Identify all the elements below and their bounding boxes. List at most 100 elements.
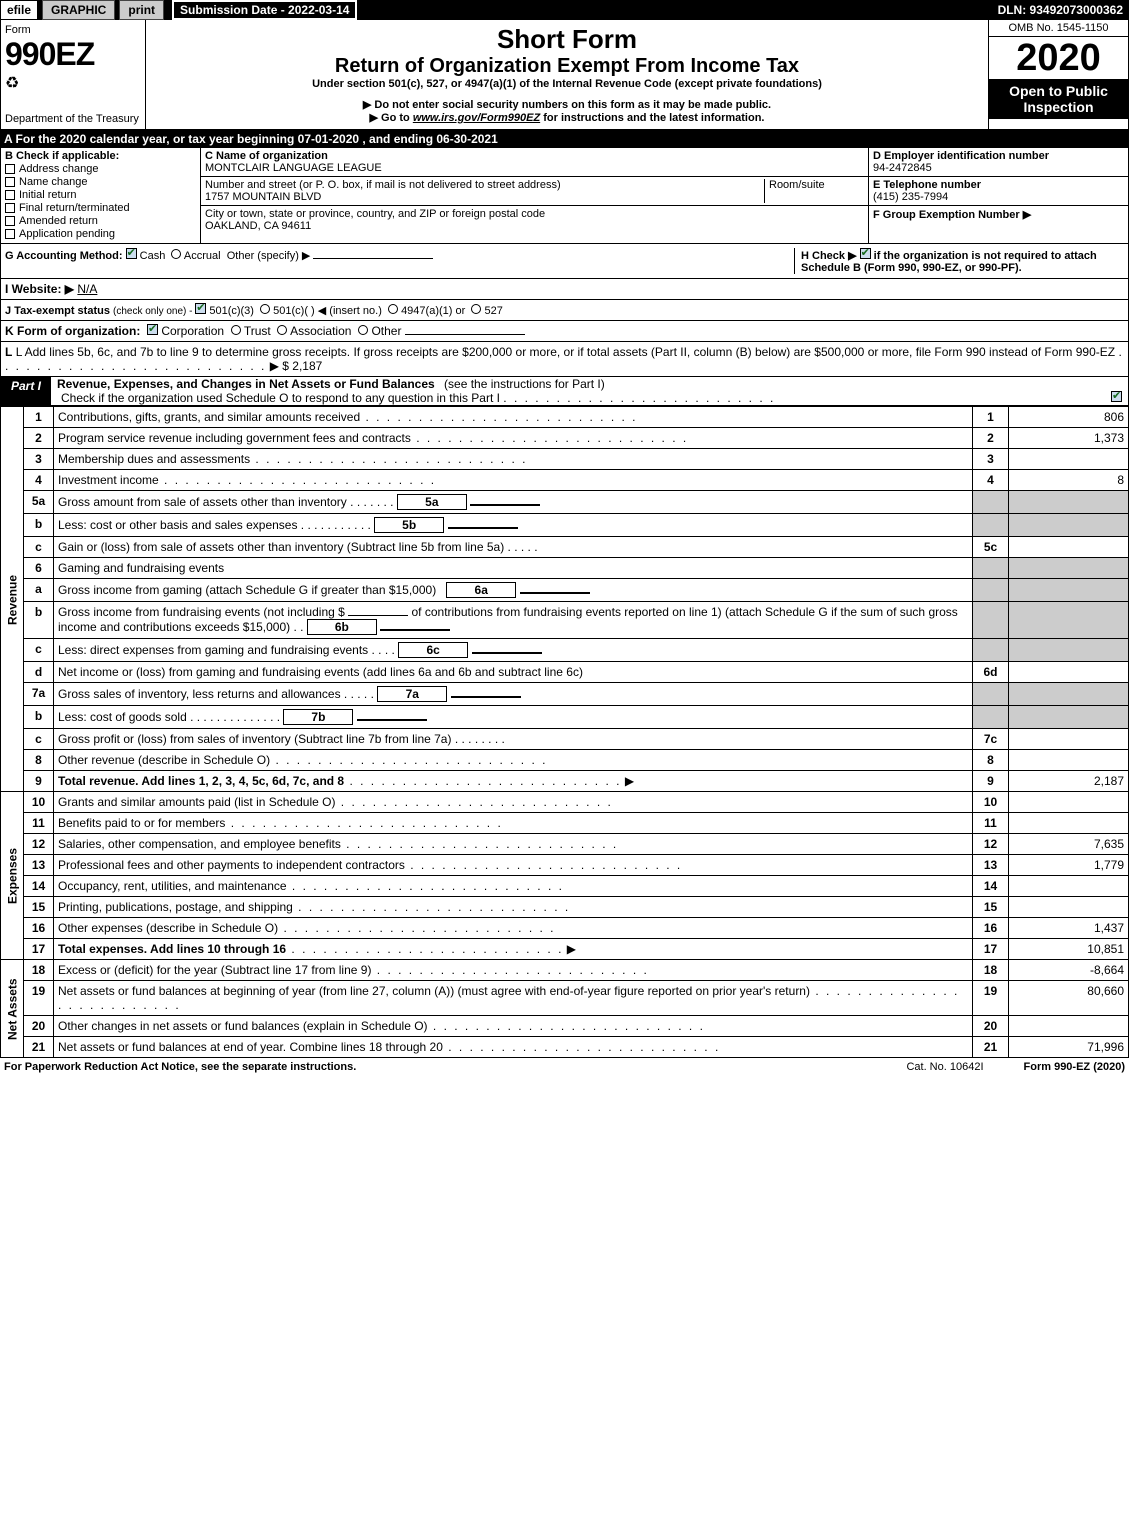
val-15 xyxy=(1009,897,1129,918)
val-4: 8 xyxy=(1009,470,1129,491)
k-label: K Form of organization: xyxy=(5,324,140,338)
dln: DLN: 93492073000362 xyxy=(998,3,1129,17)
part1-header: Part I Revenue, Expenses, and Changes in… xyxy=(0,377,1129,406)
in-5a[interactable] xyxy=(470,504,540,506)
chk-cash[interactable] xyxy=(126,248,137,259)
chk-schedule-o[interactable] xyxy=(1111,391,1122,402)
val-7c xyxy=(1009,729,1129,750)
part1-check-text: Check if the organization used Schedule … xyxy=(51,391,500,405)
gh-row: G Accounting Method: Cash Accrual Other … xyxy=(0,244,1129,279)
val-19: 80,660 xyxy=(1009,981,1129,1016)
cat-no: Cat. No. 10642I xyxy=(906,1061,983,1073)
chk-h[interactable] xyxy=(860,248,871,259)
part1-label: Part I xyxy=(1,377,51,405)
irs-link[interactable]: www.irs.gov/Form990EZ xyxy=(413,112,540,124)
expenses-vert: Expenses xyxy=(1,792,24,960)
submission-date: Submission Date - 2022-03-14 xyxy=(172,0,357,20)
chk-final-return[interactable] xyxy=(5,203,15,213)
check-b-label: B Check if applicable: xyxy=(5,150,196,162)
form-header: Form 990EZ ♻ Department of the Treasury … xyxy=(0,20,1129,130)
chk-4947[interactable] xyxy=(388,304,398,314)
j-label: J Tax-exempt status xyxy=(5,305,113,317)
in-5b[interactable] xyxy=(448,527,518,529)
f-label: F Group Exemption Number ▶ xyxy=(873,209,1031,221)
val-11 xyxy=(1009,813,1129,834)
department: Department of the Treasury xyxy=(5,113,141,125)
pra-notice: For Paperwork Reduction Act Notice, see … xyxy=(4,1061,356,1073)
chk-initial-return[interactable] xyxy=(5,190,15,200)
under-section: Under section 501(c), 527, or 4947(a)(1)… xyxy=(154,78,980,90)
l-text: L Add lines 5b, 6c, and 7b to line 9 to … xyxy=(16,345,1115,359)
h-label: H Check ▶ xyxy=(801,250,860,262)
d-label: D Employer identification number xyxy=(873,150,1124,162)
footer: For Paperwork Reduction Act Notice, see … xyxy=(0,1058,1129,1076)
chk-assoc[interactable] xyxy=(277,325,287,335)
open-public: Open to Public Inspection xyxy=(989,79,1128,119)
val-5c xyxy=(1009,537,1129,558)
phone: (415) 235-7994 xyxy=(873,191,1124,203)
chk-trust[interactable] xyxy=(231,325,241,335)
form-label: Form xyxy=(5,24,141,36)
other-specify[interactable] xyxy=(313,258,433,259)
g-label: G Accounting Method: xyxy=(5,250,123,262)
val-1: 806 xyxy=(1009,407,1129,428)
org-column: C Name of organization MONTCLAIR LANGUAG… xyxy=(201,148,868,243)
in-6c[interactable] xyxy=(472,652,542,654)
check-b-column: B Check if applicable: Address change Na… xyxy=(1,148,201,243)
e-label: E Telephone number xyxy=(873,179,1124,191)
addr-label: Number and street (or P. O. box, if mail… xyxy=(205,179,764,191)
graphic-button[interactable]: GRAPHIC xyxy=(42,0,115,20)
revenue-vert: Revenue xyxy=(1,407,24,792)
val-14 xyxy=(1009,876,1129,897)
other-org[interactable] xyxy=(405,334,525,335)
chk-address-change[interactable] xyxy=(5,164,15,174)
print-button[interactable]: print xyxy=(119,0,164,20)
val-3 xyxy=(1009,449,1129,470)
chk-accrual[interactable] xyxy=(171,249,181,259)
chk-501c3[interactable] xyxy=(195,303,206,314)
val-2: 1,373 xyxy=(1009,428,1129,449)
val-9: 2,187 xyxy=(1009,771,1129,792)
chk-other[interactable] xyxy=(358,325,368,335)
tax-year: 2020 xyxy=(989,37,1128,79)
val-12: 7,635 xyxy=(1009,834,1129,855)
val-21: 71,996 xyxy=(1009,1037,1129,1058)
in-7b[interactable] xyxy=(357,719,427,721)
ssn-note: ▶ Do not enter social security numbers o… xyxy=(154,98,980,111)
chk-527[interactable] xyxy=(471,304,481,314)
right-column: D Employer identification number 94-2472… xyxy=(868,148,1128,243)
org-address: 1757 MOUNTAIN BLVD xyxy=(205,191,764,203)
room-label: Room/suite xyxy=(769,179,864,191)
efile-label: efile xyxy=(0,0,38,20)
in-6b-contrib[interactable] xyxy=(348,615,408,616)
period-bar: A For the 2020 calendar year, or tax yea… xyxy=(0,130,1129,148)
chk-501c[interactable] xyxy=(260,304,270,314)
i-label: I Website: ▶ xyxy=(5,282,74,296)
in-7a[interactable] xyxy=(451,696,521,698)
recycle-icon: ♻ xyxy=(5,73,141,93)
netassets-vert: Net Assets xyxy=(1,960,24,1058)
form-number: 990EZ xyxy=(5,36,141,73)
goto-note: ▶ Go to www.irs.gov/Form990EZ for instru… xyxy=(154,111,980,124)
chk-amended[interactable] xyxy=(5,216,15,226)
org-city: OAKLAND, CA 94611 xyxy=(205,220,545,232)
c-label: C Name of organization xyxy=(205,150,864,162)
val-17: 10,851 xyxy=(1009,939,1129,960)
chk-name-change[interactable] xyxy=(5,177,15,187)
omb-number: OMB No. 1545-1150 xyxy=(989,20,1128,37)
val-18: -8,664 xyxy=(1009,960,1129,981)
org-name: MONTCLAIR LANGUAGE LEAGUE xyxy=(205,162,864,174)
val-6d xyxy=(1009,662,1129,683)
val-13: 1,779 xyxy=(1009,855,1129,876)
chk-corp[interactable] xyxy=(147,324,158,335)
ein: 94-2472845 xyxy=(873,162,1124,174)
val-8 xyxy=(1009,750,1129,771)
val-20 xyxy=(1009,1016,1129,1037)
in-6b[interactable] xyxy=(380,629,450,631)
chk-pending[interactable] xyxy=(5,229,15,239)
return-title: Return of Organization Exempt From Incom… xyxy=(154,55,980,78)
top-bar: efile GRAPHIC print Submission Date - 20… xyxy=(0,0,1129,20)
form-ref: Form 990-EZ (2020) xyxy=(1024,1061,1125,1073)
in-6a[interactable] xyxy=(520,592,590,594)
city-label: City or town, state or province, country… xyxy=(205,208,545,220)
